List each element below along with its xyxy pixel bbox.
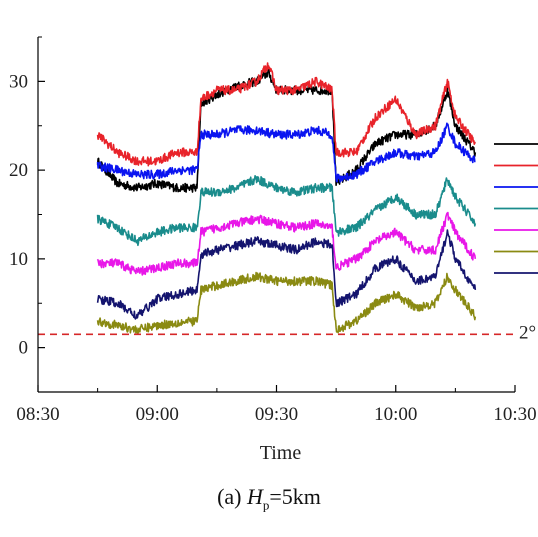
series-line-6: [96, 271, 477, 335]
x-tick-label: 10:30: [493, 404, 536, 425]
axes: 0 10 20 30 08:30 09:00 09:30 10:00 10:30 Time: [9, 36, 537, 464]
x-tick-label: 09:30: [255, 404, 298, 425]
y-tick-label: 10: [9, 249, 28, 270]
x-tick-label: 09:00: [136, 404, 179, 425]
caption-sub: p: [262, 497, 270, 513]
line-chart: 2° 0 10 20 30 08:30 09:00 09:30 10:00 10:30 Time: [9, 36, 538, 464]
y-tick-label: 30: [9, 71, 28, 92]
series-line-2: [96, 62, 477, 167]
threshold-label: 2°: [519, 322, 536, 343]
series-line-5: [96, 211, 477, 276]
series-line-4: [96, 175, 477, 247]
figure-caption: (a) Hp=5km: [0, 484, 538, 513]
plot-lines: 2°: [38, 62, 536, 343]
series-line-3: [96, 122, 476, 183]
caption-var: H: [247, 484, 263, 509]
y-tick-label: 0: [19, 338, 29, 359]
x-tick-label: 10:00: [374, 404, 417, 425]
legend: [494, 143, 538, 274]
x-axis-title: Time: [260, 442, 302, 464]
caption-suffix: =5km: [269, 484, 321, 509]
series-line-7: [96, 229, 477, 320]
y-tick-label: 20: [9, 160, 28, 181]
x-tick-label: 08:30: [16, 404, 59, 425]
caption-prefix: (a): [217, 484, 247, 509]
